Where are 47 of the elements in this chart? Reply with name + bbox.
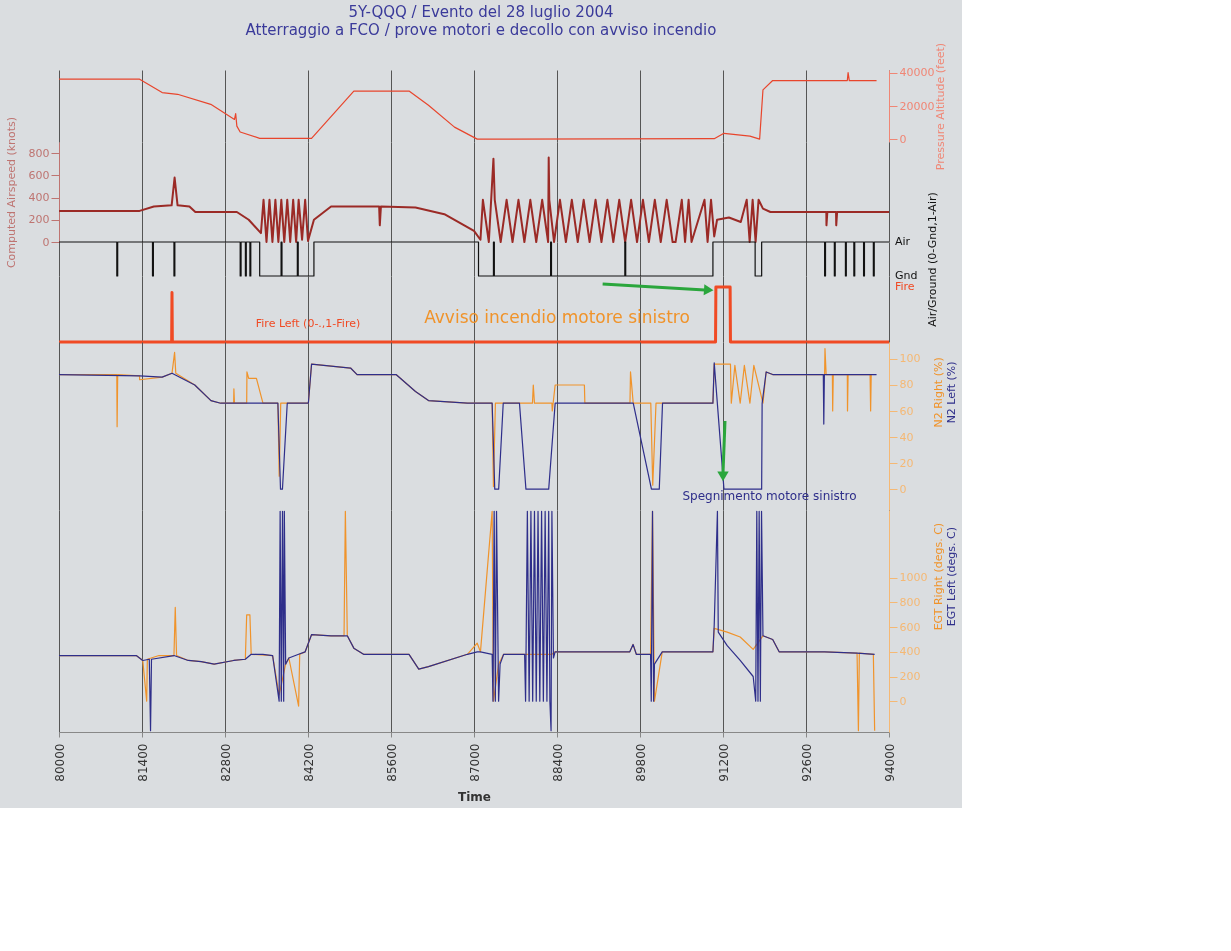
y-tick-label: 800 <box>899 596 921 609</box>
x-tick-label: 82800 <box>218 743 233 782</box>
x-axis-title: Time <box>458 789 491 804</box>
y-tick-label: 40000 <box>899 66 935 80</box>
x-tick-label: 88400 <box>550 743 565 782</box>
y-tick-label: 600 <box>899 620 921 634</box>
text: N2 Left (%) <box>945 361 958 424</box>
y-tick-label: 20000 <box>899 99 935 113</box>
y-axis-title: Air/Ground (0-Gnd,1-Air) <box>925 192 939 327</box>
y-tick-label: 40 <box>899 430 914 444</box>
x-tick-label: 85600 <box>384 743 399 782</box>
y-axis-title: Computed Airspeed (knots) <box>4 116 18 269</box>
y-tick-label: 400 <box>899 645 921 659</box>
text: N2 Right (%) <box>932 357 945 428</box>
text: Fire <box>895 280 915 293</box>
y-tick-label: 1000 <box>899 571 928 585</box>
text: Gnd <box>895 269 918 282</box>
y-axis-title: Pressure Altitude (feet) <box>934 42 948 171</box>
y-tick-label: 200 <box>28 213 50 227</box>
x-tick-label: 92600 <box>799 743 814 782</box>
y-tick-label: 800 <box>28 146 50 160</box>
y-tick-label: 20 <box>899 456 914 470</box>
y-tick-label: 0 <box>899 132 907 146</box>
x-tick-label: 81400 <box>135 743 150 782</box>
y-tick-label: 0 <box>899 694 907 708</box>
chart-title: 5Y-QQQ / Evento del 28 luglio 2004 <box>348 3 614 22</box>
y-tick-label: 200 <box>899 670 921 683</box>
y-tick-label: 400 <box>28 191 50 205</box>
x-tick-label: 87000 <box>467 743 482 782</box>
y-tick-label: 60 <box>899 404 914 418</box>
line-series <box>58 510 876 732</box>
x-tick-label: 80000 <box>52 743 67 782</box>
x-tick-label: 84200 <box>301 743 316 782</box>
y-tick-label: 100 <box>899 352 921 366</box>
y-tick-label: 0 <box>899 482 907 496</box>
line-series <box>58 156 890 243</box>
text: EGT Left (degs. C) <box>945 526 958 627</box>
text: Air <box>895 235 911 248</box>
x-tick-label: 89800 <box>633 743 648 782</box>
text: EGT Right (degs. C) <box>932 522 945 631</box>
x-tick-label: 94000 <box>882 743 897 782</box>
y-tick-label: 80 <box>899 378 914 392</box>
x-tick-label: 91200 <box>716 743 731 782</box>
line-series <box>58 71 878 140</box>
y-tick-label: 0 <box>42 235 50 249</box>
y-tick-label: 600 <box>28 168 50 182</box>
chart-subtitle: Atterraggio a FCO / prove motori e decollo con avviso incendio <box>245 21 717 40</box>
